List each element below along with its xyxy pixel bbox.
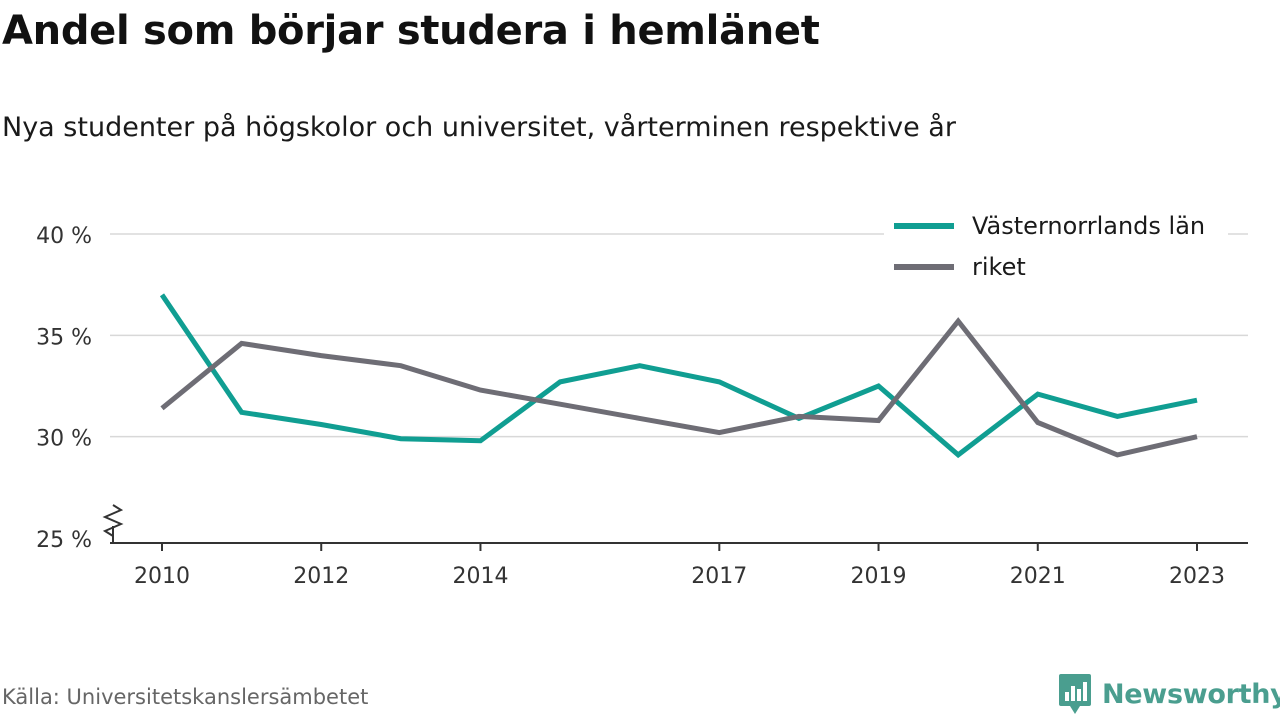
x-tick-label: 2010 <box>134 564 190 589</box>
axis-break-icon <box>102 504 124 537</box>
x-tick-label: 2012 <box>293 564 349 589</box>
x-tick-label: 2021 <box>1010 564 1066 589</box>
series-line-riket <box>160 317 1198 458</box>
x-tick-label: 2014 <box>452 564 508 589</box>
y-tick-label: 35 % <box>36 325 92 350</box>
axes: 25 % 30 % 35 % 40 % 2010 2012 2014 2017 2019 2021… <box>36 224 1248 589</box>
legend: Västernorrlands län riket <box>884 205 1228 293</box>
legend-label: Västernorrlands län <box>972 212 1205 240</box>
line-chart: 25 % 30 % 35 % 40 % 2010 2012 2014 2017 2019 2021… <box>36 205 1248 589</box>
source-note: Källa: Universitetskanslersämbetet <box>2 685 369 709</box>
brand-logo: Newsworthy <box>1058 672 1280 716</box>
chart-title: Andel som börjar studera i hemlänet <box>2 8 820 54</box>
newsworthy-logo-icon <box>1058 672 1092 716</box>
legend-label: riket <box>972 253 1026 281</box>
y-tick-label: 40 % <box>36 224 92 249</box>
brand-name: Newsworthy <box>1102 678 1280 710</box>
x-tick-label: 2023 <box>1169 564 1225 589</box>
series-line-vasternorrland <box>159 293 1198 459</box>
y-tick-label: 30 % <box>36 427 92 452</box>
x-tick-label: 2019 <box>851 564 907 589</box>
x-tick-label: 2017 <box>691 564 747 589</box>
legend-background <box>884 205 1228 293</box>
y-tick-label: 25 % <box>36 528 92 553</box>
series-lines <box>159 293 1198 459</box>
chart-subtitle: Nya studenter på högskolor och universit… <box>2 112 956 143</box>
